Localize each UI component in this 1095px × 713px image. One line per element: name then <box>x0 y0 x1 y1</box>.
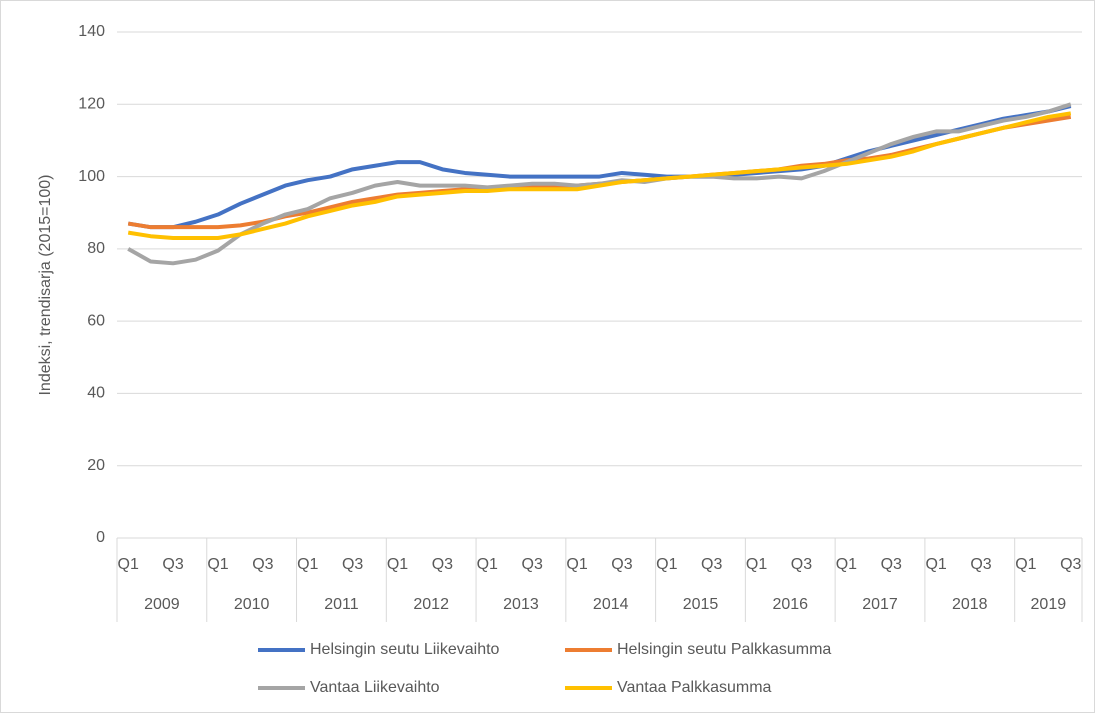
legend-label: Vantaa Liikevaihto <box>310 679 440 696</box>
x-tick-label: Q1 <box>297 556 318 573</box>
x-tick-label: Q1 <box>207 556 228 573</box>
y-axis-label: Indeksi, trendisarja (2015=100) <box>37 174 54 395</box>
x-tick-label: Q1 <box>1015 556 1036 573</box>
x-group-label: 2017 <box>862 596 898 613</box>
x-tick-label: Q3 <box>791 556 812 573</box>
x-tick-label: Q3 <box>701 556 722 573</box>
x-tick-label: Q3 <box>970 556 991 573</box>
x-tick-label: Q1 <box>118 556 139 573</box>
y-tick-label: 120 <box>78 96 105 113</box>
x-tick-label: Q3 <box>252 556 273 573</box>
x-group-label: 2016 <box>772 596 808 613</box>
x-tick-label: Q3 <box>611 556 632 573</box>
series-line <box>127 104 1072 230</box>
series-line <box>127 111 1072 241</box>
x-group-label: 2018 <box>952 596 988 613</box>
y-tick-label: 100 <box>78 168 105 185</box>
y-tick-label: 60 <box>87 312 105 329</box>
x-tick-label: Q1 <box>656 556 677 573</box>
x-tick-label: Q1 <box>387 556 408 573</box>
x-group-label: 2010 <box>234 596 270 613</box>
x-tick-label: Q3 <box>432 556 453 573</box>
x-group-label: 2009 <box>144 596 180 613</box>
y-tick-label: 20 <box>87 457 105 474</box>
x-tick-label: Q3 <box>162 556 183 573</box>
y-tick-label: 40 <box>87 385 105 402</box>
x-group-label: 2012 <box>413 596 449 613</box>
x-tick-label: Q3 <box>522 556 543 573</box>
y-tick-label: 80 <box>87 240 105 257</box>
legend-label: Vantaa Palkkasumma <box>617 679 772 696</box>
x-tick-label: Q3 <box>342 556 363 573</box>
legend-label: Helsingin seutu Palkkasumma <box>617 641 831 658</box>
x-tick-label: Q3 <box>1060 556 1081 573</box>
y-tick-label: 140 <box>78 23 105 40</box>
x-group-label: 2015 <box>683 596 719 613</box>
x-group-label: 2014 <box>593 596 629 613</box>
x-group-label: 2013 <box>503 596 539 613</box>
x-tick-label: Q1 <box>477 556 498 573</box>
x-tick-label: Q1 <box>925 556 946 573</box>
x-group-label: 2019 <box>1031 596 1067 613</box>
x-group-label: 2011 <box>324 596 359 613</box>
legend-label: Helsingin seutu Liikevaihto <box>310 641 500 658</box>
x-tick-label: Q1 <box>566 556 587 573</box>
x-tick-label: Q1 <box>746 556 767 573</box>
y-tick-label: 0 <box>96 529 105 546</box>
x-tick-label: Q1 <box>836 556 857 573</box>
x-tick-label: Q3 <box>881 556 902 573</box>
